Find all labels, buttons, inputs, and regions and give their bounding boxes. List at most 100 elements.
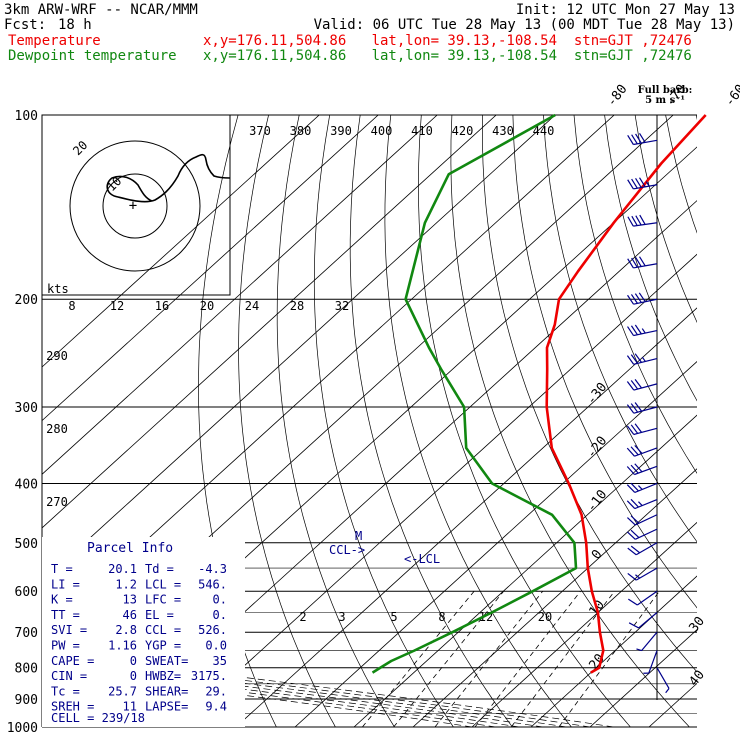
theta-side-label: 270 xyxy=(46,495,68,509)
wind-barb-flag xyxy=(630,529,640,539)
wind-barb-column xyxy=(626,132,670,694)
parcel-cape-sweat-value-a: 0 xyxy=(130,654,137,668)
isotherm-line xyxy=(412,468,697,727)
parcel-svi-ccl-value-a: 2.8 xyxy=(115,623,137,637)
wind-barb xyxy=(656,667,670,694)
wind-barb-flag xyxy=(631,215,638,226)
wind-barb xyxy=(626,379,658,391)
hodograph-speed-label: 8 xyxy=(68,299,75,313)
dewpoint-legend: Dewpoint temperature xyxy=(8,48,177,64)
moist-adiabat-line xyxy=(42,635,614,727)
wind-barb-flag xyxy=(630,403,639,413)
annotation-ccl: CCL-> xyxy=(329,543,365,557)
wind-barb-flag xyxy=(634,463,643,473)
moist-adiabat-line xyxy=(42,640,567,727)
wind-barb-half-flag xyxy=(635,574,641,579)
wind-barb-flag xyxy=(638,177,646,188)
dry-adiabat-line xyxy=(634,115,697,324)
wind-barb-flag xyxy=(627,326,635,336)
wind-barb xyxy=(636,631,658,652)
wind-barb-flag xyxy=(630,545,641,554)
parcel-info-rows: T = 20.1 Td = -4.3 LI = 1.2 LCL = 546. K = 13 LFC … xyxy=(51,562,227,714)
hodograph-speed-label: 32 xyxy=(335,299,349,313)
wind-barb xyxy=(626,528,658,540)
wind-barb-half-flag xyxy=(641,356,646,362)
wind-barb-half-flag xyxy=(638,485,643,490)
hodograph-ring-outer xyxy=(69,140,201,272)
wind-barb-flag xyxy=(639,214,646,225)
wind-barb-shaft xyxy=(633,427,658,436)
parcel-cin-hwbz-value-a: 0 xyxy=(130,669,137,683)
parcel-cape-sweat-label-b: SWEAT= xyxy=(145,654,188,668)
wind-barb-flag xyxy=(626,484,636,493)
wind-barb-flag xyxy=(635,215,642,226)
dry-adiabat-line xyxy=(665,115,697,234)
parcel-cin-hwbz-label-a: CIN = xyxy=(51,669,87,683)
wind-barb-flag xyxy=(626,517,636,526)
wind-barb-flag xyxy=(635,133,642,144)
wind-barb-flag xyxy=(630,294,638,304)
wind-barb-flag xyxy=(638,132,646,143)
temperature-profile-line xyxy=(545,114,707,674)
hodograph-origin-marker: + xyxy=(129,198,137,214)
wind-barb-flag xyxy=(634,423,643,433)
mixing-ratio-line xyxy=(393,590,504,727)
isotherm-line xyxy=(648,682,697,727)
wind-barb-flag xyxy=(631,134,638,145)
parcel-t-td-value-a: 20.1 xyxy=(108,562,137,576)
dewpoint-profile-line xyxy=(371,113,578,674)
pressure-label: 400 xyxy=(15,477,38,492)
isotherm-label: -20 xyxy=(584,434,610,462)
wind-barb-flag xyxy=(634,402,643,412)
wind-barb xyxy=(643,650,658,674)
hodograph-ring-inner xyxy=(102,173,168,239)
wind-barb-flag xyxy=(630,515,640,524)
parcel-k-lfc-label-a: K = xyxy=(51,593,73,607)
parcel-cell: CELL = 239/18 xyxy=(51,711,145,725)
wind-barb-flag xyxy=(626,500,636,509)
isotherm-line xyxy=(708,115,740,727)
dry-adiabat-line xyxy=(543,115,697,543)
isotherm-line xyxy=(42,115,497,529)
wind-barb xyxy=(626,402,658,414)
isotherm-line xyxy=(42,115,556,583)
isotherm-line xyxy=(176,253,697,727)
parcel-t-td-label-b: Td = xyxy=(145,562,174,576)
isotherm-label: 40 xyxy=(687,668,708,690)
dry-adiabat-line xyxy=(418,115,631,727)
isotherm-line xyxy=(294,361,697,727)
hodograph-speed-label: 28 xyxy=(290,299,304,313)
wind-barb-shaft xyxy=(641,631,658,651)
parcel-cin-hwbz-value-b: 3175. xyxy=(191,669,227,683)
theta-label: 400 xyxy=(371,124,393,138)
wind-barb-flag xyxy=(631,257,638,268)
mixing-ratio-line xyxy=(510,590,615,727)
wind-barb-shaft xyxy=(656,667,670,689)
wind-barb xyxy=(626,514,658,526)
isotherm-label: -60 xyxy=(722,82,740,110)
moist-adiabat-line xyxy=(42,637,591,727)
pressure-label: 1000 xyxy=(7,721,38,736)
wind-barb xyxy=(627,292,658,305)
moist-adiabat-line xyxy=(42,645,543,727)
wind-barb-shaft xyxy=(636,590,658,606)
wind-barb-flag xyxy=(635,257,642,267)
wind-barb xyxy=(627,256,658,269)
parcel-tc-shear-value-a: 25.7 xyxy=(108,684,137,698)
parcel-tt-el-label-a: TT = xyxy=(51,608,80,622)
hodograph-speed-label: 20 xyxy=(200,299,214,313)
skewt-grid xyxy=(41,114,740,728)
wind-barb-half-flag xyxy=(636,648,642,652)
wind-barb-flag xyxy=(634,353,642,363)
wind-barb-shaft xyxy=(638,612,658,629)
isotherm-line xyxy=(353,414,697,727)
wind-barb-flag xyxy=(630,424,639,434)
parcel-tt-el-value-b: 0. xyxy=(213,608,227,622)
parcel-sreh-lapse-value-a: 11 xyxy=(123,700,137,714)
dry-adiabat-line xyxy=(604,115,697,402)
isotherm-line xyxy=(235,307,697,727)
wind-barb xyxy=(627,132,658,146)
dry-adiabat-line xyxy=(384,115,572,727)
parcel-li-lcl-label-a: LI = xyxy=(51,577,80,591)
